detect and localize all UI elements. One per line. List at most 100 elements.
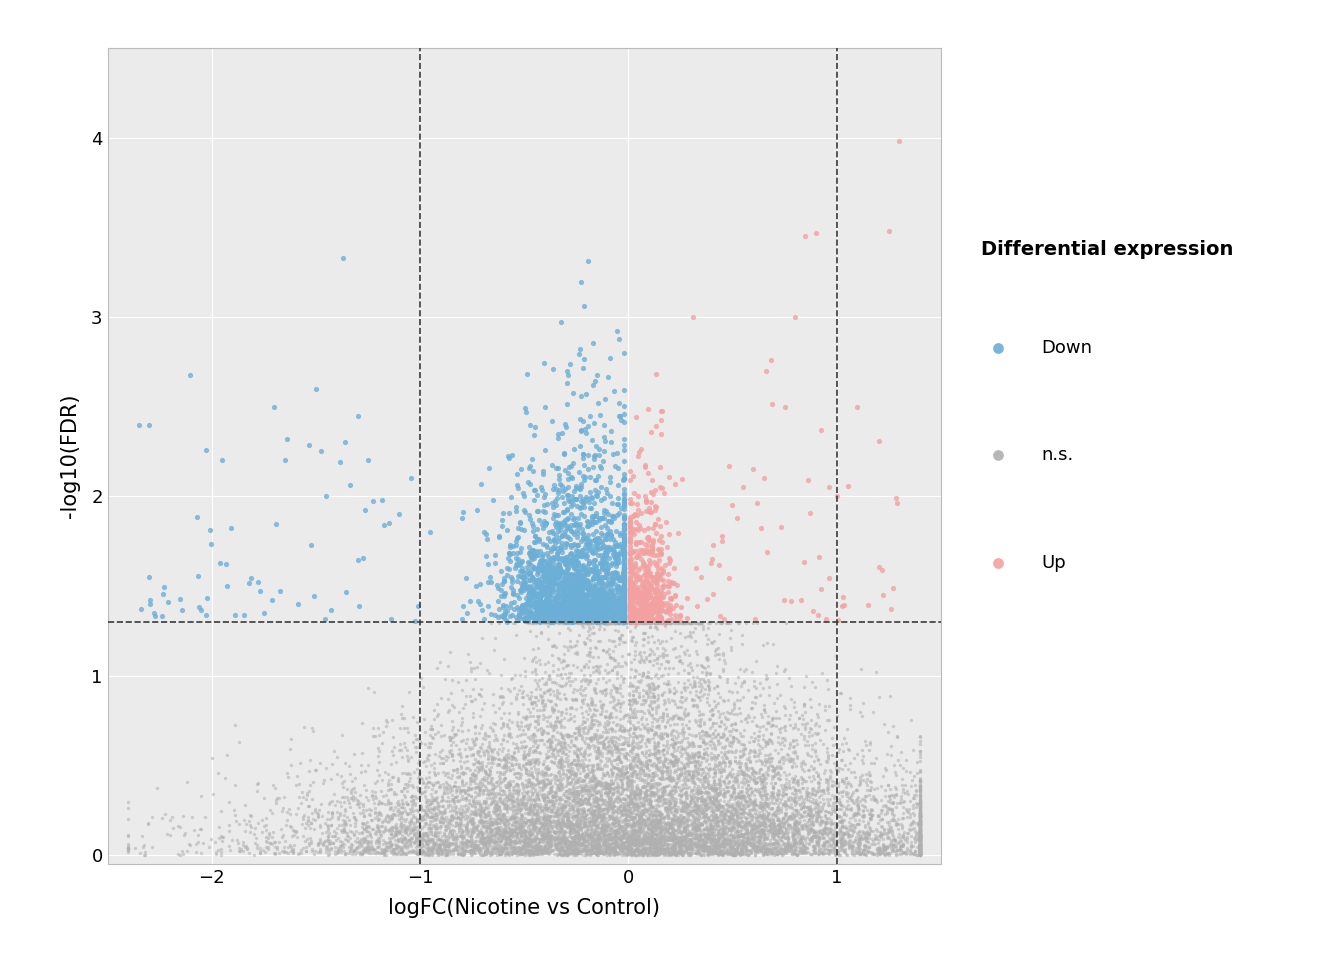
Point: [797, 805, 818, 821]
Point: [726, 789, 747, 804]
Point: [590, 717, 612, 732]
Point: [524, 663, 546, 679]
Point: [575, 425, 597, 441]
Point: [542, 829, 563, 845]
Point: [613, 804, 634, 819]
Point: [649, 636, 671, 651]
Point: [482, 821, 504, 836]
Point: [625, 792, 646, 807]
Point: [569, 723, 590, 738]
Point: [526, 713, 547, 729]
Point: [429, 779, 450, 794]
Point: [629, 837, 650, 852]
Point: [659, 754, 680, 769]
Point: [632, 836, 653, 852]
Point: [665, 802, 687, 817]
Point: [526, 840, 547, 855]
Point: [589, 745, 610, 760]
Point: [613, 553, 634, 568]
Point: [480, 790, 501, 805]
Point: [567, 815, 589, 830]
Point: [505, 785, 527, 801]
Point: [465, 767, 487, 782]
Point: [624, 637, 645, 653]
Point: [555, 569, 577, 585]
Point: [578, 802, 599, 817]
Point: [578, 802, 599, 817]
Point: [595, 722, 617, 737]
Point: [620, 491, 641, 506]
Point: [613, 547, 634, 563]
Point: [273, 790, 294, 805]
Point: [749, 770, 770, 785]
Point: [699, 665, 720, 681]
Point: [536, 801, 558, 816]
Point: [636, 783, 657, 799]
Point: [641, 718, 663, 733]
Point: [607, 783, 629, 799]
Point: [589, 730, 610, 745]
Point: [507, 801, 528, 816]
Point: [749, 819, 770, 834]
Point: [569, 805, 590, 821]
Point: [688, 616, 710, 632]
Point: [741, 743, 762, 758]
Point: [857, 834, 879, 850]
Point: [633, 757, 655, 773]
Point: [540, 842, 562, 857]
Point: [909, 813, 930, 828]
Point: [507, 686, 528, 702]
Point: [625, 609, 646, 624]
Point: [578, 843, 599, 858]
Point: [554, 613, 575, 629]
Point: [909, 826, 930, 841]
Point: [700, 821, 722, 836]
Point: [648, 815, 669, 830]
Point: [702, 847, 723, 862]
Point: [495, 826, 516, 841]
Point: [179, 368, 200, 383]
Point: [450, 828, 472, 844]
Point: [551, 799, 573, 814]
Point: [422, 802, 444, 817]
Point: [367, 740, 388, 756]
Point: [430, 842, 452, 857]
Point: [528, 673, 550, 688]
Point: [724, 731, 746, 746]
Point: [792, 772, 813, 787]
Point: [559, 706, 581, 721]
Point: [577, 538, 598, 553]
Point: [797, 745, 818, 760]
Point: [523, 840, 544, 855]
Point: [750, 772, 771, 787]
Point: [517, 747, 539, 762]
Point: [477, 790, 499, 805]
Point: [482, 781, 504, 797]
Point: [564, 841, 586, 856]
Point: [663, 822, 684, 837]
Point: [556, 591, 578, 607]
Point: [680, 793, 702, 808]
Point: [578, 786, 599, 802]
Point: [560, 665, 582, 681]
Point: [591, 821, 613, 836]
Point: [613, 501, 634, 516]
Point: [520, 789, 542, 804]
Point: [456, 735, 477, 751]
Point: [547, 569, 569, 585]
Point: [590, 583, 612, 598]
Point: [909, 799, 930, 814]
Point: [499, 789, 520, 804]
Point: [625, 709, 646, 725]
Point: [679, 837, 700, 852]
Point: [425, 844, 446, 859]
Point: [481, 830, 503, 846]
Point: [641, 776, 663, 791]
Point: [668, 648, 689, 663]
Point: [427, 842, 449, 857]
Point: [598, 808, 620, 824]
Point: [605, 833, 626, 849]
Point: [509, 770, 531, 785]
Point: [461, 812, 482, 828]
Point: [909, 843, 930, 858]
